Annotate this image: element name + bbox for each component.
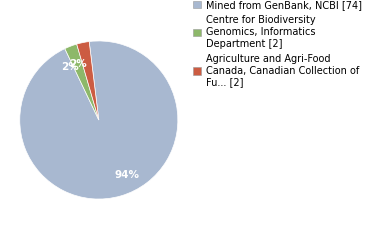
Wedge shape: [20, 41, 178, 199]
Wedge shape: [65, 44, 99, 120]
Text: 94%: 94%: [115, 170, 140, 180]
Legend: Mined from GenBank, NCBI [74], Centre for Biodiversity
Genomics, Informatics
Dep: Mined from GenBank, NCBI [74], Centre fo…: [193, 0, 362, 87]
Text: 2%: 2%: [70, 59, 87, 69]
Wedge shape: [77, 42, 99, 120]
Text: 2%: 2%: [61, 62, 79, 72]
